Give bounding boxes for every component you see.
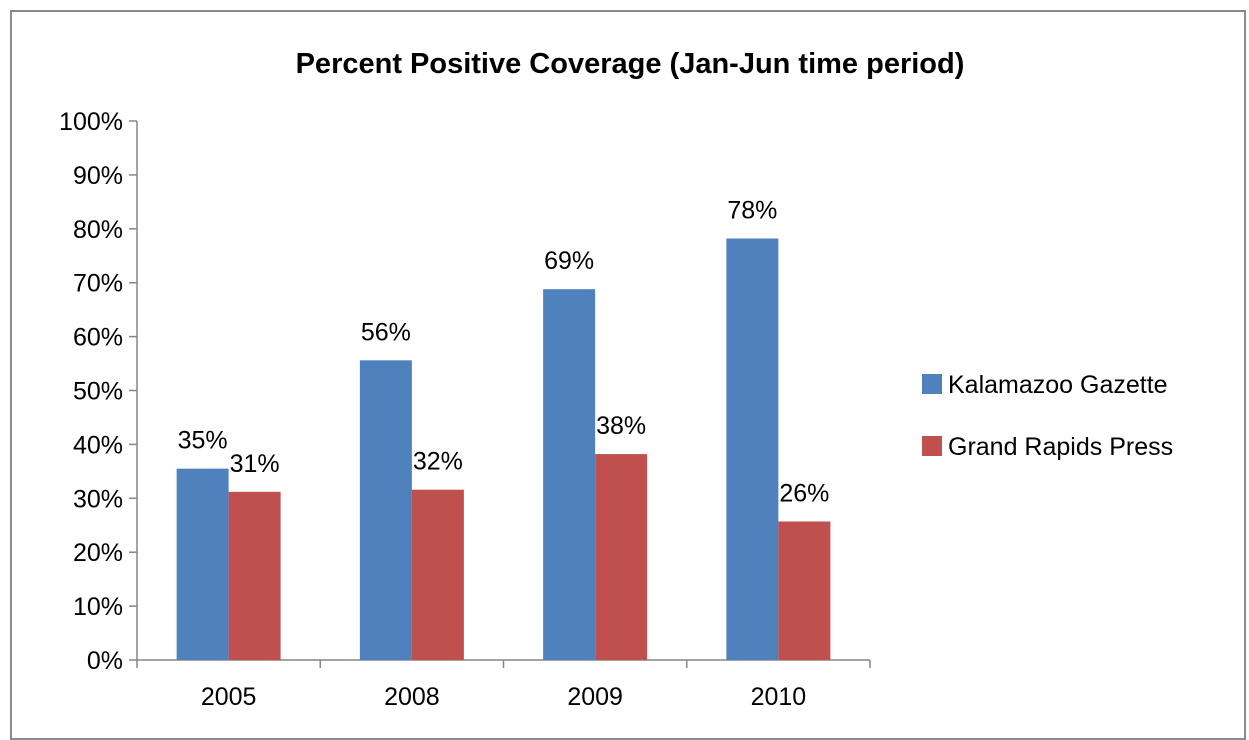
legend-label: Kalamazoo Gazette bbox=[948, 371, 1168, 399]
legend-label: Grand Rapids Press bbox=[948, 433, 1173, 461]
x-tick-label: 2010 bbox=[751, 683, 807, 711]
bar-kalamazoo-gazette-2009 bbox=[543, 289, 596, 660]
data-labels: 35% 56% 69% 78% 31% 32% 38% 26% bbox=[178, 197, 830, 508]
legend-swatch bbox=[922, 374, 942, 394]
y-tick-label: 20% bbox=[73, 539, 123, 567]
y-tick-label: 100% bbox=[59, 108, 123, 136]
legend: Kalamazoo Gazette Grand Rapids Press bbox=[922, 371, 1173, 461]
chart-title: Percent Positive Coverage (Jan-Jun time … bbox=[296, 48, 965, 80]
bar-grand-rapids-press-2009 bbox=[595, 454, 648, 660]
data-label: 56% bbox=[361, 318, 411, 346]
bar-grand-rapids-press-2005 bbox=[228, 491, 281, 660]
y-tick-label: 10% bbox=[73, 593, 123, 621]
data-label: 35% bbox=[178, 427, 228, 455]
bar-kalamazoo-gazette-2010 bbox=[726, 238, 779, 660]
legend-swatch bbox=[922, 436, 942, 456]
y-tick-label: 0% bbox=[87, 647, 123, 675]
y-tick-label: 40% bbox=[73, 431, 123, 459]
y-tick-label: 30% bbox=[73, 485, 123, 513]
bar-grand-rapids-press-2008 bbox=[411, 489, 464, 660]
x-tick-label: 2009 bbox=[567, 683, 623, 711]
bars bbox=[176, 238, 831, 660]
bar-kalamazoo-gazette-2008 bbox=[359, 360, 412, 660]
data-label: 69% bbox=[544, 247, 594, 275]
bar-grand-rapids-press-2010 bbox=[778, 521, 831, 660]
y-tick-label: 70% bbox=[73, 270, 123, 298]
axes: 0% 10% 20% 30% 40% 50% 60% 70% 80% 90% 100% 2005 200… bbox=[59, 108, 871, 711]
x-tick-label: 2008 bbox=[384, 683, 440, 711]
data-label: 38% bbox=[596, 412, 646, 440]
x-tick-label: 2005 bbox=[201, 683, 257, 711]
data-label: 32% bbox=[413, 448, 463, 476]
y-tick-label: 60% bbox=[73, 324, 123, 352]
bar-kalamazoo-gazette-2005 bbox=[176, 468, 229, 660]
y-tick-label: 80% bbox=[73, 216, 123, 244]
data-label: 26% bbox=[779, 479, 829, 507]
y-tick-label: 50% bbox=[73, 378, 123, 406]
y-tick-label: 90% bbox=[73, 162, 123, 190]
data-label: 78% bbox=[727, 197, 777, 225]
data-label: 31% bbox=[230, 450, 280, 478]
